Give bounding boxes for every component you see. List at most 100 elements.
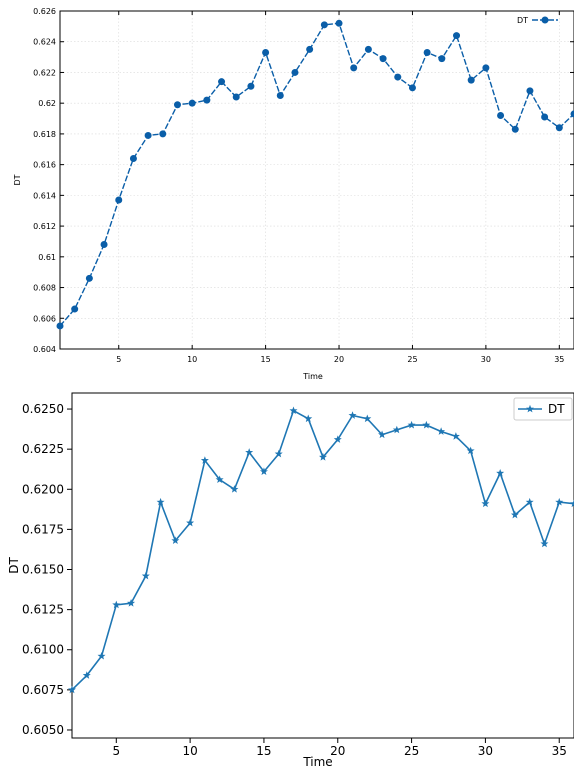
- x-tick-label: 5: [116, 355, 121, 364]
- data-point: [570, 110, 574, 118]
- data-point: [451, 432, 460, 440]
- data-point: [467, 76, 475, 84]
- y-tick-label: 0.616: [33, 161, 56, 170]
- data-point: [262, 48, 270, 56]
- x-axis-label: Time: [302, 372, 323, 381]
- data-point: [97, 651, 106, 660]
- y-tick-label: 0.606: [33, 314, 56, 323]
- data-point: [56, 322, 64, 330]
- x-tick-label: 20: [334, 355, 344, 364]
- data-point: [171, 536, 180, 545]
- data-point: [259, 467, 268, 476]
- plot-frame: [59, 10, 574, 350]
- y-tick-label: 0.62: [38, 99, 56, 108]
- y-tick-label: 0.6100: [22, 643, 64, 657]
- data-point: [141, 571, 150, 580]
- y-tick-label: 0.6175: [22, 522, 64, 536]
- y-tick-label: 0.624: [33, 38, 56, 47]
- chart-1: 5 10 15 20 25 30 35 0.604 0.606 0.608 0.61 0.612 0.6…: [13, 7, 574, 381]
- data-point: [215, 475, 224, 484]
- data-point: [497, 111, 505, 119]
- y-tick-label: 0.612: [33, 222, 56, 231]
- data-point: [230, 485, 239, 493]
- data-point: [186, 518, 195, 527]
- legend-label: DT: [517, 16, 528, 25]
- legend-label: DT: [548, 402, 565, 416]
- data-point: [541, 113, 549, 121]
- data-point: [291, 68, 299, 76]
- data-point: [437, 427, 446, 435]
- plot-frame: [71, 392, 574, 739]
- legend-box: [513, 397, 573, 421]
- data-point: [363, 414, 372, 423]
- data-point: [423, 48, 431, 56]
- data-point: [482, 64, 490, 72]
- y-tick-label: 0.6250: [22, 402, 64, 416]
- x-tick-label: 30: [481, 355, 491, 364]
- x-tick-label: 15: [261, 355, 271, 364]
- data-point: [364, 45, 372, 53]
- x-tick-label: 35: [552, 744, 567, 758]
- data-point: [453, 32, 461, 40]
- data-point: [218, 78, 226, 86]
- y-tick-label: 0.614: [33, 191, 56, 200]
- data-point: [68, 685, 76, 694]
- y-tick-label: 0.6125: [22, 603, 64, 617]
- data-point: [555, 497, 564, 506]
- data-point: [481, 499, 490, 508]
- data-point: [173, 101, 181, 109]
- data-point: [333, 435, 342, 443]
- data-point: [112, 600, 121, 609]
- data-point: [127, 599, 136, 607]
- x-tick-label: 25: [407, 355, 417, 364]
- y-tick-label: 0.608: [33, 284, 56, 293]
- data-point: [466, 446, 475, 455]
- data-point: [392, 425, 401, 434]
- x-tick-label: 10: [187, 355, 197, 364]
- data-point: [306, 45, 314, 53]
- y-tick-label: 0.626: [33, 7, 56, 16]
- x-tick-label: 15: [256, 744, 271, 758]
- data-point: [247, 82, 255, 90]
- data-point: [276, 92, 284, 99]
- data-point: [200, 456, 209, 464]
- data-point: [320, 21, 328, 29]
- y-axis-label: DT: [7, 557, 21, 574]
- data-point: [203, 96, 211, 104]
- data-point: [438, 55, 446, 63]
- legend-marker: [526, 404, 534, 413]
- x-tick-label: 20: [330, 744, 345, 758]
- data-point: [115, 196, 123, 204]
- data-point: [407, 420, 416, 429]
- legend-marker: [541, 16, 549, 24]
- y-tick-label: 0.6150: [22, 563, 64, 577]
- y-tick-label: 0.6050: [22, 723, 64, 737]
- data-point: [555, 124, 563, 132]
- data-point: [82, 671, 91, 679]
- data-point: [496, 469, 505, 477]
- data-point: [525, 497, 534, 506]
- series-line-dt: [71, 409, 574, 691]
- data-point: [348, 411, 357, 419]
- y-tick-label: 0.6200: [22, 482, 64, 496]
- data-point: [540, 539, 549, 548]
- data-point: [129, 154, 137, 162]
- data-point: [378, 430, 387, 439]
- data-point: [350, 64, 358, 72]
- x-tick-label: 5: [112, 744, 120, 758]
- data-point: [144, 131, 152, 139]
- y-axis-label: DT: [13, 174, 22, 185]
- data-point: [510, 510, 519, 519]
- x-tick-label: 10: [182, 744, 197, 758]
- data-point: [379, 55, 387, 63]
- x-tick-label: 25: [404, 744, 419, 758]
- data-point: [408, 84, 416, 92]
- y-tick-label: 0.6075: [22, 683, 64, 697]
- data-point: [71, 305, 79, 313]
- data-point: [245, 448, 254, 456]
- data-point: [526, 87, 534, 95]
- data-point: [188, 99, 196, 107]
- data-point: [159, 130, 167, 138]
- data-point: [274, 449, 283, 458]
- chart-2: 5 10 15 20 25 30 35 0.6050 0.6075 0.6100 0.6125 0.6…: [7, 392, 574, 766]
